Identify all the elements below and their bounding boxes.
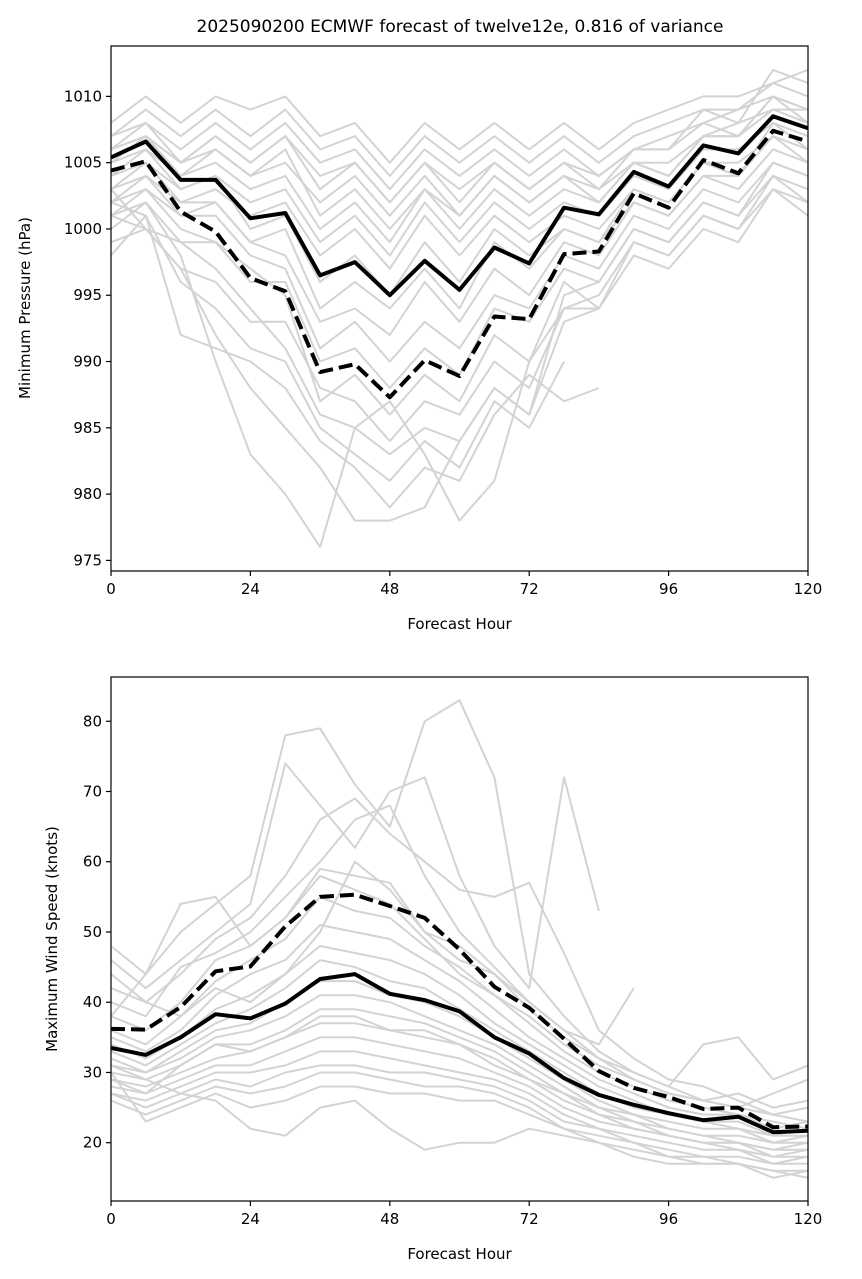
pressure-y-tick-label: 990 (73, 353, 102, 371)
pressure-x-tick-label: 96 (659, 580, 678, 598)
wind-y-tick-label: 20 (83, 1134, 102, 1152)
wind-member-line (111, 762, 600, 990)
wind-y-tick-label: 50 (83, 923, 102, 941)
wind-y-tick-label: 80 (83, 712, 102, 730)
pressure-member-line (111, 95, 808, 191)
wind-member-line (111, 980, 808, 1144)
pressure-y-tick-label: 985 (73, 419, 102, 437)
pressure-series (111, 114, 808, 400)
pressure-member-line (111, 201, 600, 509)
pressure-member-line (111, 148, 808, 336)
pressure-member-line (111, 121, 808, 257)
wind-member-line (111, 1050, 808, 1165)
wind-member-line (111, 1071, 808, 1172)
pressure-y-tick-label: 1010 (64, 87, 102, 105)
wind-axes-frame (110, 676, 809, 1202)
wind-member-line (111, 1064, 808, 1179)
wind-member-line (111, 924, 808, 1130)
pressure-member-line (111, 188, 808, 549)
wind-x-tick-label: 48 (380, 1210, 399, 1228)
pressure-member-line (111, 161, 808, 363)
wind-member-line (111, 797, 808, 1116)
wind-member-line (111, 874, 808, 1109)
wind-x-tick-label: 120 (794, 1210, 823, 1228)
pressure-member-line (111, 188, 808, 443)
wind-x-axis-label: Forecast Hour (407, 1245, 512, 1263)
wind-member-line (111, 699, 808, 1109)
pressure-panel: 0 24 48 72 96 120 975 980 985 990 995 1000 1005 1010… (16, 45, 822, 633)
pressure-y-tick-label: 1000 (64, 220, 102, 238)
wind-x-ticks: 0 24 48 72 96 120 (106, 1201, 822, 1228)
pressure-x-ticks: 0 24 48 72 96 120 (106, 571, 822, 598)
pressure-mean-line (111, 114, 808, 298)
wind-series (111, 892, 808, 1135)
pressure-axes-frame (110, 45, 809, 572)
pressure-weighted-line (111, 128, 808, 400)
wind-y-tick-label: 30 (83, 1063, 102, 1081)
pressure-member-line (111, 161, 808, 522)
wind-member-line (111, 1071, 808, 1179)
pressure-x-axis-label: Forecast Hour (407, 615, 512, 633)
wind-weighted-line (111, 892, 808, 1130)
wind-y-tick-label: 40 (83, 993, 102, 1011)
wind-y-tick-label: 60 (83, 853, 102, 871)
wind-panel: 0 24 48 72 96 120 20 30 40 50 60 70 80 Forecast Hou… (43, 676, 822, 1263)
wind-member-line (111, 1008, 808, 1151)
pressure-member-line (111, 68, 808, 177)
wind-mean-line (111, 972, 808, 1135)
wind-member-line (111, 1064, 808, 1165)
pressure-y-ticks: 975 980 985 990 995 1000 1005 1010 (64, 87, 111, 569)
pressure-x-tick-label: 0 (106, 580, 116, 598)
pressure-x-tick-label: 120 (794, 580, 823, 598)
wind-member-line (111, 860, 808, 1088)
pressure-member-line (111, 95, 808, 230)
wind-y-axis-label: Maximum Wind Speed (knots) (43, 826, 61, 1052)
pressure-y-axis-label: Minimum Pressure (hPa) (16, 217, 34, 399)
pressure-x-tick-label: 72 (520, 580, 539, 598)
pressure-x-tick-label: 48 (380, 580, 399, 598)
chart-title: 2025090200 ECMWF forecast of twelve12e, … (197, 17, 724, 37)
wind-members (111, 699, 808, 1179)
wind-member-line (111, 1015, 808, 1158)
pressure-member-line (111, 95, 808, 204)
pressure-y-tick-label: 1005 (64, 154, 102, 172)
pressure-y-tick-label: 980 (73, 485, 102, 503)
wind-x-tick-label: 0 (106, 1210, 116, 1228)
wind-y-ticks: 20 30 40 50 60 70 80 (83, 712, 111, 1152)
pressure-member-line (111, 214, 565, 482)
pressure-member-line (111, 68, 808, 164)
pressure-y-tick-label: 975 (73, 551, 102, 569)
wind-x-tick-label: 72 (520, 1210, 539, 1228)
wind-x-tick-label: 96 (659, 1210, 678, 1228)
wind-x-tick-label: 24 (241, 1210, 260, 1228)
pressure-x-tick-label: 24 (241, 580, 260, 598)
pressure-y-tick-label: 995 (73, 286, 102, 304)
wind-y-tick-label: 70 (83, 782, 102, 800)
